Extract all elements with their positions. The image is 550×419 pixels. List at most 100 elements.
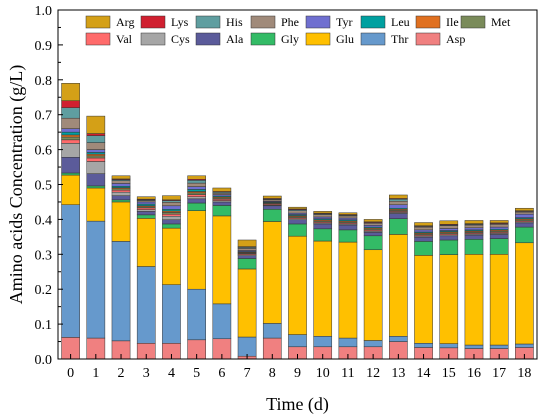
legend-label-val: Val <box>116 32 133 46</box>
legend: Arg Lys His Phe Tyr Leu Ile Met Val Cys Ala Gly Glu T… <box>86 15 511 46</box>
legend-label-tyr: Tyr <box>336 15 353 29</box>
bar-segment-gly-10 <box>314 229 332 241</box>
x-tick-label: 15 <box>442 366 456 381</box>
bar-segment-glu-8 <box>263 221 281 323</box>
bar-segment-thr-15 <box>440 344 458 348</box>
legend-label-phe: Phe <box>281 15 299 29</box>
y-tick-label: 0.1 <box>35 318 53 333</box>
bar-segment-gly-5 <box>188 203 206 211</box>
bar-segment-phe-4 <box>162 202 180 205</box>
legend-swatch-tyr <box>306 16 330 28</box>
bar-segment-val-1 <box>87 158 105 161</box>
bar-segment-ile-1 <box>87 154 105 156</box>
bar-segment-gly-4 <box>162 224 180 228</box>
bar-segment-ala-15 <box>440 236 458 240</box>
legend-swatch-gly <box>251 33 275 45</box>
legend-swatch-met <box>461 16 485 28</box>
bar-segment-gly-9 <box>288 224 306 236</box>
bar-segment-cys-5 <box>188 197 206 199</box>
bar-segment-leu-3 <box>137 204 155 206</box>
bar-segment-glu-2 <box>112 202 130 241</box>
bar-segment-gly-11 <box>339 230 357 242</box>
bar-segment-lys-0 <box>62 101 80 108</box>
bar-segment-tyr-16 <box>465 228 483 230</box>
bar-segment-glu-5 <box>188 211 206 290</box>
x-tick-label: 2 <box>118 366 125 381</box>
bar-segment-ala-16 <box>465 235 483 239</box>
bar-segment-phe-13 <box>389 201 407 204</box>
bar-segment-arg-8 <box>263 196 281 198</box>
bar-segment-thr-10 <box>314 336 332 346</box>
bar-segment-phe-7 <box>238 248 256 250</box>
bar-segment-tyr-11 <box>339 218 357 220</box>
bar-segment-arg-9 <box>288 207 306 209</box>
bar-segment-leu-1 <box>87 152 105 154</box>
bar-segment-glu-13 <box>389 234 407 336</box>
bar-segment-thr-9 <box>288 335 306 347</box>
bar-segment-gly-0 <box>62 173 80 175</box>
bar-segment-ala-18 <box>515 223 533 227</box>
legend-label-gly: Gly <box>281 32 299 46</box>
bar-segment-val-0 <box>62 140 80 143</box>
bar-segment-tyr-5 <box>188 187 206 190</box>
bar-segment-arg-6 <box>213 188 231 191</box>
bar-segment-thr-13 <box>389 336 407 341</box>
y-axis-title: Amino acids Concentration (g/L) <box>6 65 27 304</box>
bar-segment-tyr-18 <box>515 214 533 217</box>
bar-segment-glu-4 <box>162 228 180 285</box>
bar-segment-gly-3 <box>137 215 155 218</box>
bar-segment-cys-0 <box>62 143 80 157</box>
bar-segment-ala-5 <box>188 199 206 203</box>
x-axis-title: Time (d) <box>266 394 329 415</box>
bar-segment-thr-8 <box>263 323 281 338</box>
bar-segment-thr-16 <box>465 345 483 348</box>
bar-segment-his-1 <box>87 136 105 143</box>
bar-segment-val-5 <box>188 195 206 197</box>
bar-segment-arg-0 <box>62 83 80 100</box>
bar-segment-phe-9 <box>288 211 306 213</box>
bar-segment-arg-7 <box>238 240 256 247</box>
bar-segment-thr-11 <box>339 338 357 347</box>
bar-segment-gly-16 <box>465 239 483 254</box>
bar-segment-thr-4 <box>162 285 180 344</box>
bar-segment-ala-3 <box>137 211 155 214</box>
bar-segment-arg-3 <box>137 197 155 199</box>
y-tick-label: 0.8 <box>35 74 53 89</box>
y-tick-label: 0.3 <box>35 248 53 263</box>
bar-segment-ala-0 <box>62 157 80 173</box>
y-tick-label: 1.0 <box>35 4 53 19</box>
x-tick-label: 9 <box>294 366 301 381</box>
x-tick-label: 3 <box>143 366 150 381</box>
bar-segment-ala-2 <box>112 196 130 200</box>
bar-segment-tyr-13 <box>389 205 407 208</box>
bar-segment-glu-18 <box>515 243 533 344</box>
bar-segment-ile-0 <box>62 135 80 137</box>
bar-segment-ala-8 <box>263 206 281 209</box>
bar-segment-phe-5 <box>188 183 206 186</box>
bar-segment-glu-6 <box>213 216 231 304</box>
bar-segment-leu-5 <box>188 189 206 191</box>
bar-segment-arg-5 <box>188 176 206 179</box>
bar-segment-leu-4 <box>162 209 180 211</box>
bar-segment-thr-12 <box>364 341 382 347</box>
legend-swatch-glu <box>306 33 330 45</box>
legend-swatch-his <box>196 16 220 28</box>
x-tick-label: 17 <box>492 366 506 381</box>
legend-label-leu: Leu <box>391 15 410 29</box>
legend-swatch-val <box>86 33 110 45</box>
bar-segment-gly-18 <box>515 227 533 243</box>
bar-segment-arg-12 <box>364 219 382 221</box>
bar-segment-met-0 <box>62 137 80 140</box>
y-tick-label: 0.2 <box>35 283 53 298</box>
bar-segment-glu-9 <box>288 236 306 334</box>
bar-segment-glu-12 <box>364 250 382 341</box>
bar-segment-gly-7 <box>238 258 256 268</box>
bar-segment-his-0 <box>62 108 80 118</box>
bar-segment-glu-17 <box>490 254 508 345</box>
bar-segment-ala-1 <box>87 174 105 186</box>
bars-layer <box>62 83 534 359</box>
bar-segment-thr-1 <box>87 221 105 338</box>
bar-segment-gly-1 <box>87 186 105 188</box>
bar-segment-ala-4 <box>162 220 180 224</box>
bar-segment-thr-6 <box>213 304 231 339</box>
